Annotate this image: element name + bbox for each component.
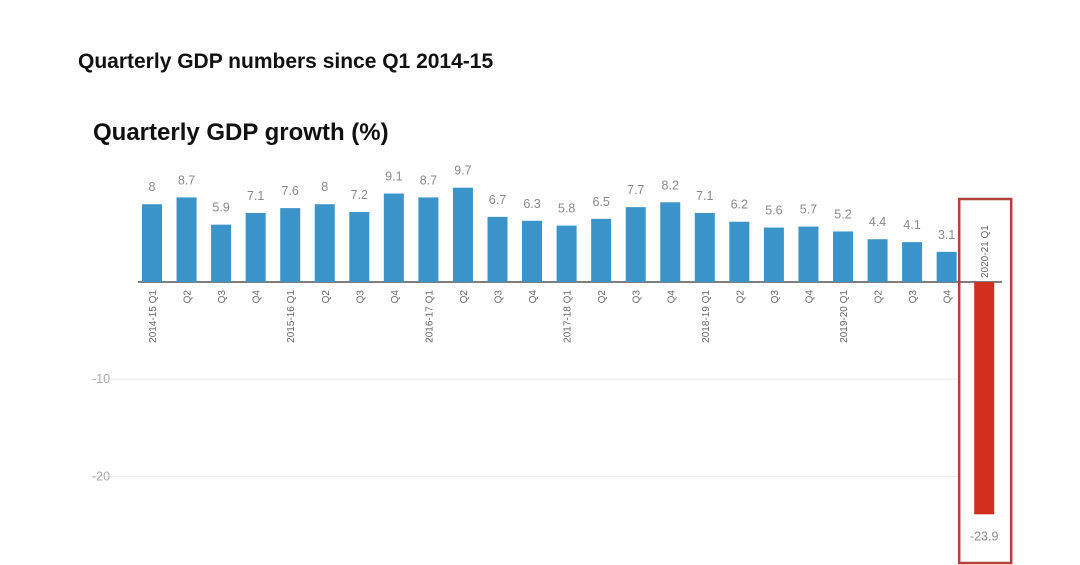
category-label: Q2	[321, 290, 332, 304]
value-label: 6.7	[489, 193, 506, 207]
category-label: Q2	[735, 290, 746, 304]
value-label: 8.7	[420, 173, 437, 187]
category-label: Q4	[666, 290, 677, 304]
page-title: Quarterly GDP numbers since Q1 2014-15	[78, 50, 494, 73]
value-label: 9.1	[385, 170, 402, 184]
value-label: 6.5	[592, 195, 609, 209]
category-label: Q4	[943, 290, 954, 304]
value-label: 4.1	[903, 218, 920, 232]
value-label: 8.7	[178, 173, 195, 187]
bar	[418, 197, 439, 282]
bar	[314, 204, 335, 282]
bar	[974, 282, 995, 515]
y-tick-label: -20	[92, 469, 110, 483]
category-label: Q2	[874, 290, 885, 304]
value-label: 5.9	[212, 201, 229, 215]
category-label: Q3	[217, 290, 228, 304]
category-label: Q3	[770, 290, 781, 304]
category-label: Q4	[252, 290, 263, 304]
value-label: 5.6	[765, 204, 782, 218]
category-label: Q3	[908, 290, 919, 304]
bar	[245, 212, 266, 282]
bar	[487, 216, 508, 282]
value-label: 6.3	[523, 197, 540, 211]
category-label: 2014-15 Q1	[148, 290, 159, 343]
value-label: 5.2	[834, 207, 851, 221]
value-label: 6.2	[731, 198, 748, 212]
bar	[729, 221, 750, 282]
category-label: 2019-20 Q1	[839, 290, 850, 343]
category-label: Q4	[390, 290, 401, 304]
category-label: 2015-16 Q1	[286, 290, 297, 343]
value-label: 8.2	[662, 178, 679, 192]
value-label: 7.1	[696, 189, 713, 203]
category-label: 2017-18 Q1	[563, 290, 574, 343]
value-label: -23.9	[970, 529, 999, 543]
bar	[625, 207, 646, 282]
bar	[142, 204, 162, 282]
value-label: 4.4	[869, 215, 886, 229]
bar	[280, 208, 301, 282]
bar	[867, 239, 888, 282]
bar	[833, 231, 853, 282]
value-label: 8	[149, 180, 156, 194]
value-label: 8	[321, 180, 328, 194]
chart-title: Quarterly GDP growth (%)	[93, 119, 389, 146]
bar	[211, 224, 232, 282]
highlight-box	[957, 197, 1013, 565]
category-label: 2020-21 Q1	[980, 225, 991, 278]
value-label: 5.8	[558, 202, 575, 216]
category-label: Q2	[597, 290, 608, 304]
bar	[694, 212, 715, 282]
category-label: Q2	[459, 290, 470, 304]
y-tick-label: -10	[92, 372, 110, 386]
category-label: Q3	[494, 290, 505, 304]
category-label: Q3	[355, 290, 366, 304]
bar	[591, 218, 612, 282]
category-label: Q2	[183, 290, 194, 304]
bar	[660, 202, 681, 282]
bar	[452, 187, 473, 282]
bar	[522, 220, 543, 282]
value-label: 5.7	[800, 203, 817, 217]
category-label: Q4	[804, 290, 815, 304]
bar	[349, 212, 370, 282]
category-label: 2016-17 Q1	[424, 290, 435, 343]
bar	[798, 226, 819, 282]
value-label: 9.7	[454, 164, 471, 178]
value-label: 7.6	[282, 184, 299, 198]
value-label: 3.1	[938, 228, 955, 242]
category-label: 2018-19 Q1	[701, 290, 712, 343]
bar	[763, 227, 784, 282]
category-label: Q4	[528, 290, 539, 304]
bar	[383, 193, 404, 282]
bar	[902, 242, 923, 282]
bar	[556, 225, 577, 282]
bar	[176, 197, 197, 282]
category-label: Q3	[632, 290, 643, 304]
value-label: 7.7	[627, 183, 644, 197]
value-label: 7.1	[247, 189, 264, 203]
value-label: 7.2	[351, 188, 368, 202]
bar	[936, 251, 957, 282]
